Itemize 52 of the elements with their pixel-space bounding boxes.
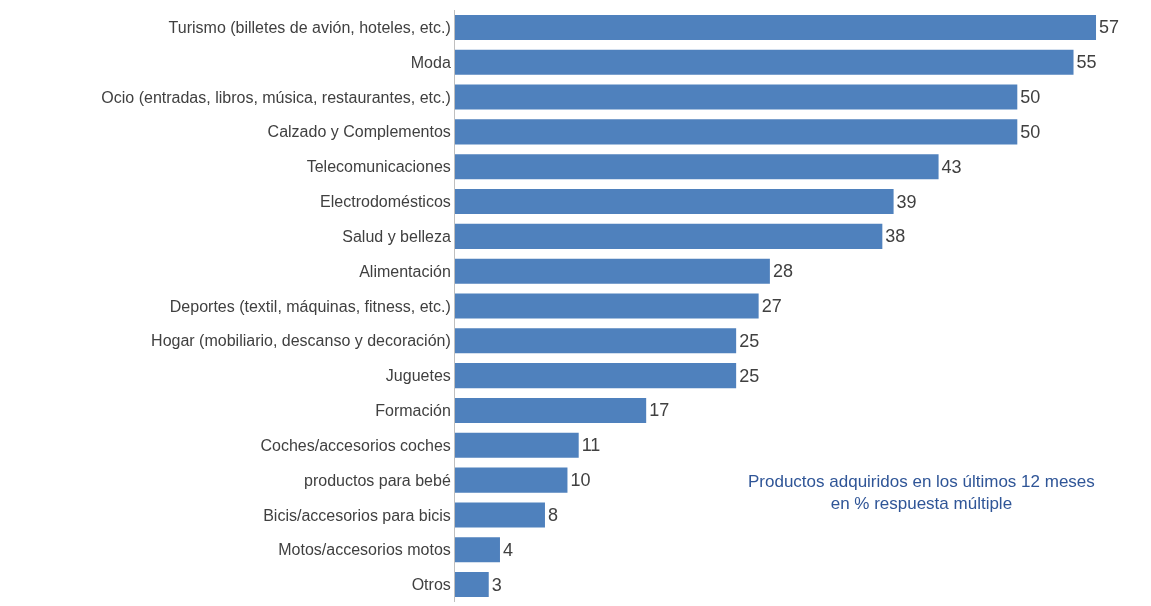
y-tick-label: Hogar (mobiliario, descanso y decoración) bbox=[151, 332, 451, 350]
y-tick-label: Motos/accesorios motos bbox=[278, 541, 451, 559]
data-label: 3 bbox=[491, 574, 502, 595]
data-label: 10 bbox=[570, 470, 591, 491]
bar bbox=[455, 14, 1097, 40]
y-tick-label: Coches/accesorios coches bbox=[260, 436, 451, 454]
bar bbox=[455, 572, 489, 598]
bar bbox=[455, 432, 579, 458]
data-label: 39 bbox=[896, 191, 917, 212]
bar bbox=[455, 363, 737, 389]
bar bbox=[455, 119, 1018, 145]
y-tick-label: Moda bbox=[410, 53, 451, 71]
y-tick-label: Turismo (billetes de avión, hoteles, etc.) bbox=[168, 19, 451, 37]
bar bbox=[455, 154, 939, 180]
y-tick-label: Juguetes bbox=[385, 367, 451, 385]
data-label: 38 bbox=[885, 226, 906, 247]
bar bbox=[455, 537, 500, 563]
bar bbox=[455, 223, 883, 249]
bar bbox=[455, 467, 568, 493]
y-tick-label: Formación bbox=[375, 402, 451, 420]
bar bbox=[455, 258, 770, 284]
bar bbox=[455, 502, 545, 528]
y-tick-label: Salud y belleza bbox=[342, 227, 451, 245]
data-label: 50 bbox=[1020, 87, 1041, 108]
y-tick-label: Deportes (textil, máquinas, fitness, etc.) bbox=[169, 297, 451, 315]
data-label: 11 bbox=[581, 435, 601, 456]
data-label: 17 bbox=[649, 400, 670, 421]
data-label: 28 bbox=[772, 261, 793, 282]
bar bbox=[455, 188, 894, 215]
bar bbox=[455, 328, 737, 354]
y-tick-label: Electrodomésticos bbox=[320, 193, 451, 211]
y-tick-label: Calzado y Complementos bbox=[267, 123, 451, 141]
bar bbox=[455, 84, 1018, 110]
data-label: 4 bbox=[502, 539, 513, 560]
y-tick-label: Otros bbox=[411, 576, 451, 594]
data-label: 50 bbox=[1020, 121, 1041, 142]
data-label: 27 bbox=[761, 296, 782, 316]
bar bbox=[455, 397, 647, 424]
annotation: Productos adquiridos en los últimos 12 meses en % respuesta múltiple bbox=[748, 472, 1095, 514]
data-label: 25 bbox=[739, 365, 760, 386]
data-label: 55 bbox=[1076, 52, 1097, 73]
y-tick-label: Bicis/accesorios para bicis bbox=[263, 506, 451, 524]
bar bbox=[455, 293, 759, 319]
y-tick-label: productos para bebé bbox=[304, 471, 451, 489]
data-label: 43 bbox=[941, 156, 962, 177]
data-label: 8 bbox=[547, 504, 558, 525]
y-tick-label: Alimentación bbox=[359, 262, 451, 280]
data-label: 57 bbox=[1099, 17, 1120, 38]
y-tick-label: Telecomunicaciones bbox=[306, 158, 451, 176]
y-tick-label: Ocio (entradas, libros, música, restaurantes, etc.) bbox=[101, 88, 451, 106]
bar bbox=[455, 49, 1074, 75]
data-label: 25 bbox=[739, 330, 760, 351]
